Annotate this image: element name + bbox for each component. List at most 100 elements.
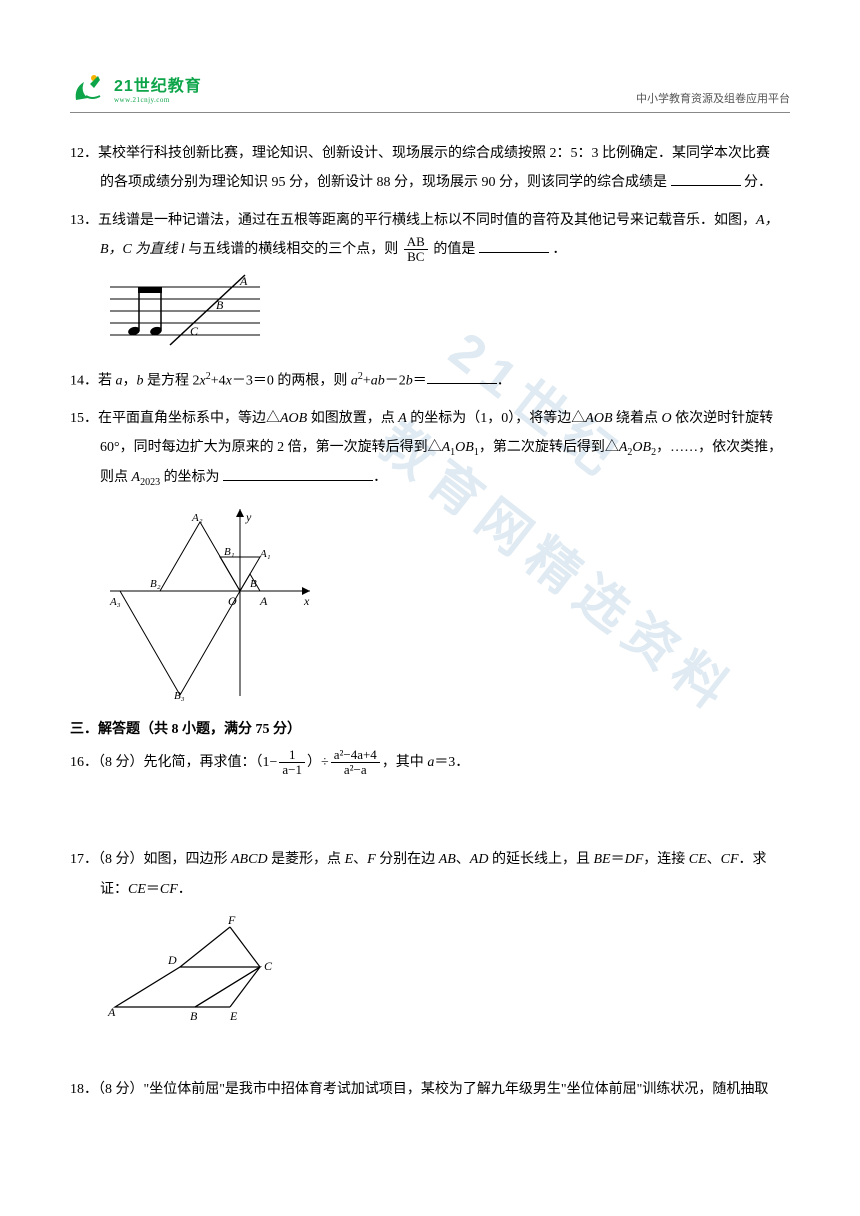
- q14-c1: ，: [123, 373, 137, 388]
- svg-text:A₂: A₂: [191, 512, 203, 524]
- logo-sub-text: www.21cnjy.com: [114, 96, 202, 104]
- q13-fig-C: C: [190, 324, 199, 338]
- q17-CF2: CF: [160, 882, 178, 897]
- q15-l2a: 60°，同时每边扩大为原来的 2 倍，第一次旋转后得到△: [100, 440, 442, 455]
- q15-AOB: AOB: [280, 411, 307, 426]
- q12-text-b: 的各项成绩分别为理论知识 95 分，创新设计 88 分，现场展示 90 分，则该…: [100, 175, 667, 190]
- q15-blank: [223, 465, 373, 481]
- page-header: 21世纪教育 www.21cnjy.com 中小学教育资源及组卷应用平台: [70, 70, 790, 113]
- q13-text-a: 五线谱是一种记谱法，通过在五根等距离的平行横线上标以不同时值的音符及其他记号来记…: [98, 213, 756, 228]
- q16-po: （: [256, 755, 263, 770]
- q17-AB: AB: [439, 852, 456, 867]
- q14-tail: ．: [497, 373, 511, 388]
- q13-A-italic: A，: [756, 213, 779, 228]
- q17-tc2: 、: [456, 852, 470, 867]
- q15-figure: y x O A B A₁ B₁ A₂ B₂ A₃ B₃: [100, 501, 790, 706]
- q14-a2: a: [351, 373, 358, 388]
- q14-pab: +: [363, 373, 371, 388]
- svg-text:B₁: B₁: [224, 546, 235, 558]
- q14-blank: [427, 368, 497, 384]
- logo-icon: [70, 70, 110, 106]
- q15-O1: O: [455, 440, 465, 455]
- svg-text:A₃: A₃: [109, 596, 121, 608]
- svg-text:O: O: [228, 594, 237, 608]
- svg-text:C: C: [264, 959, 273, 973]
- q14-ab: ab: [371, 373, 385, 388]
- q13-frac-den: BC: [404, 250, 428, 264]
- q14-t2: 是方程 2: [144, 373, 200, 388]
- q12-text-a: 某校举行科技创新比赛，理论知识、创新设计、现场展示的综合成绩按照 2：5：3 比…: [98, 146, 770, 161]
- q17-CE2: CE: [128, 882, 146, 897]
- q17-l2: 证：: [100, 882, 128, 897]
- q17-ABCD: ABCD: [231, 852, 268, 867]
- svg-text:B₂: B₂: [150, 578, 161, 590]
- q17-eq: ＝: [611, 852, 625, 867]
- q16-pts: （8 分）: [98, 755, 144, 770]
- question-13: 13．五线谱是一种记谱法，通过在五根等距离的平行横线上标以不同时值的音符及其他记…: [70, 206, 790, 265]
- svg-text:E: E: [229, 1009, 238, 1022]
- svg-text:A: A: [259, 594, 268, 608]
- q17-tail: ．: [178, 882, 192, 897]
- q15-AOB2: AOB: [585, 411, 612, 426]
- q16-div: ÷: [321, 755, 329, 770]
- question-15: 15．在平面直角坐标系中，等边△AOB 如图放置，点 A 的坐标为（1，0），将…: [70, 404, 790, 493]
- q18-text: "坐位体前屈"是我市中招体育考试加试项目，某校为了解九年级男生"坐位体前屈"训练…: [144, 1082, 769, 1097]
- q15-num: 15．: [70, 411, 98, 426]
- q14-p4: +4: [211, 373, 226, 388]
- svg-text:A₁: A₁: [259, 548, 271, 560]
- svg-text:A: A: [107, 1005, 116, 1019]
- q17-td: 分别在边: [376, 852, 439, 867]
- q15-A1: A: [442, 440, 451, 455]
- q16-eq3: ＝3．: [434, 755, 469, 770]
- svg-text:x: x: [303, 594, 310, 608]
- q17-BE: BE: [593, 852, 610, 867]
- q17-E: E: [345, 852, 354, 867]
- q12-unit: 分．: [744, 175, 772, 190]
- q15-th: 的坐标为: [160, 470, 220, 485]
- q15-tf: ，第二次旋转后得到△: [479, 440, 619, 455]
- q17-tg: ．求: [739, 852, 767, 867]
- q14-a: a: [116, 373, 123, 388]
- question-16: 16．（8 分）先化简，再求值：（1−1a−1）÷a²−4a+4a²−a，其中 …: [70, 748, 790, 778]
- svg-text:y: y: [245, 510, 252, 524]
- q15-B1: B: [465, 440, 474, 455]
- q15-tc: 的坐标为（1，0），将等边△: [407, 411, 586, 426]
- q15-O2: O: [632, 440, 642, 455]
- q15-tail: ．: [373, 470, 387, 485]
- q16-num: 16．: [70, 755, 98, 770]
- q13-frac-num: AB: [404, 235, 428, 250]
- q17-tf: ，连接: [643, 852, 689, 867]
- q16-f2n: a²−4a+4: [331, 748, 380, 763]
- spacer-17: [70, 1035, 790, 1075]
- q13-blank: [479, 237, 549, 253]
- svg-text:F: F: [227, 913, 236, 927]
- logo-block: 21世纪教育 www.21cnjy.com: [70, 70, 202, 106]
- q16-frac2: a²−4a+4a²−a: [331, 748, 380, 778]
- q15-ta: 在平面直角坐标系中，等边△: [98, 411, 280, 426]
- q14-b2: b: [406, 373, 413, 388]
- q16-tta: ，其中: [382, 755, 428, 770]
- q12-num: 12．: [70, 146, 98, 161]
- question-12: 12．某校举行科技创新比赛，理论知识、创新设计、现场展示的综合成绩按照 2：5：…: [70, 139, 790, 198]
- q17-num: 17．: [70, 852, 98, 867]
- q17-tc: 、: [353, 852, 367, 867]
- spacer-16: [70, 785, 790, 845]
- question-18: 18．（8 分）"坐位体前屈"是我市中招体育考试加试项目，某校为了解九年级男生"…: [70, 1075, 790, 1104]
- q13-fig-A: A: [239, 274, 248, 288]
- q15-tg: ，……，依次类推，: [656, 440, 782, 455]
- q15-A: A: [398, 411, 407, 426]
- q18-pts: （8 分）: [98, 1082, 144, 1097]
- q13-b-pre: B，C 为直线: [100, 242, 181, 257]
- q15-l3a: 则点: [100, 470, 132, 485]
- q14-b: b: [137, 373, 144, 388]
- q13-frac: AB BC: [404, 235, 428, 265]
- svg-text:B: B: [250, 578, 257, 590]
- q15-A2023: A: [132, 470, 141, 485]
- section-3-title: 三．解答题（共 8 小题，满分 75 分）: [70, 718, 790, 738]
- question-14: 14．若 a，b 是方程 2x2+4x－3＝0 的两根，则 a2+ab－2b＝．: [70, 366, 790, 396]
- logo-main-text: 21世纪教育: [114, 72, 202, 96]
- q15-te: 依次逆时针旋转: [672, 411, 774, 426]
- q13-punct: ．: [552, 242, 566, 257]
- page-content: 21世纪教育 www.21cnjy.com 中小学教育资源及组卷应用平台 12．…: [0, 0, 860, 1153]
- q14-m2b: －2: [385, 373, 406, 388]
